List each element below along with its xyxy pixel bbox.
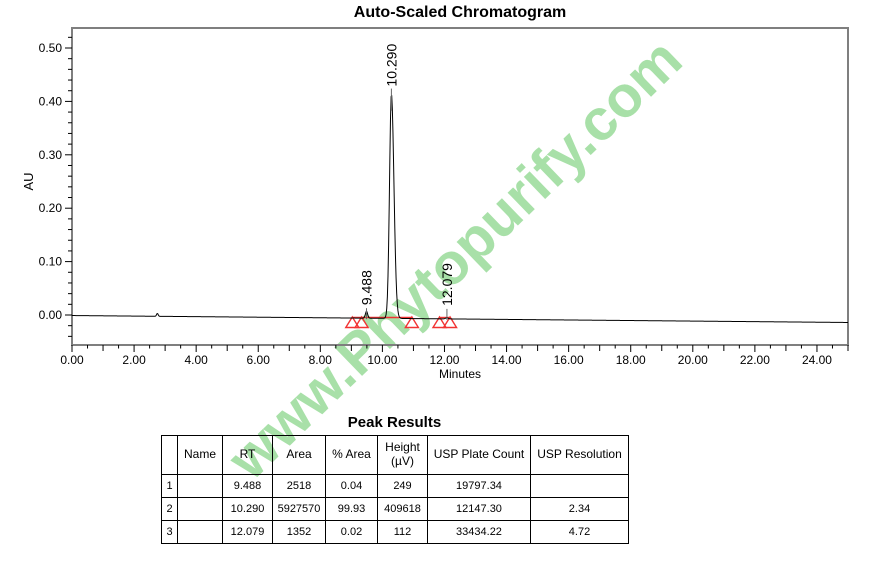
table-cell: 1352 [272, 520, 326, 544]
svg-text:2.00: 2.00 [122, 353, 146, 367]
column-header: Name [177, 435, 223, 475]
column-header: USP Plate Count [427, 435, 531, 475]
svg-text:4.00: 4.00 [184, 353, 208, 367]
table-cell [530, 474, 629, 498]
table-cell: 12.079 [222, 520, 273, 544]
table-cell: 3 [161, 520, 178, 544]
svg-text:8.00: 8.00 [309, 353, 333, 367]
table-header-row: Name RT Area% Area Height (µV) USP Plate Cou… [161, 435, 629, 475]
column-header: % Area [325, 435, 378, 475]
table-cell: 2.34 [530, 497, 629, 521]
y-axis-label: AU [21, 172, 36, 190]
column-header: Height (µV) [377, 435, 428, 475]
table-cell: 0.02 [325, 520, 378, 544]
table-row: 1 9.488 2518 0.04 249 19797.34 [161, 474, 629, 498]
table-cell: 2518 [272, 474, 326, 498]
column-header: Area [272, 435, 326, 475]
table-cell: 19797.34 [427, 474, 531, 498]
svg-text:20.00: 20.00 [678, 353, 708, 367]
svg-text:0.40: 0.40 [39, 94, 63, 108]
table-title: Peak Results [347, 414, 442, 431]
table-cell: 10.290 [222, 497, 273, 521]
svg-text:22.00: 22.00 [740, 353, 770, 367]
svg-text:0.00: 0.00 [39, 308, 63, 322]
x-axis-label: Minutes [439, 367, 481, 381]
peak-labels: 9.488 10.290 12.079 [359, 44, 455, 320]
peak-boundary-triangle-icon [404, 315, 420, 329]
table-row: 3 12.079 1352 0.02 112 33434.22 4.72 [161, 520, 629, 544]
table-cell: 112 [377, 520, 428, 544]
table-cell: 2 [161, 497, 178, 521]
svg-text:0.10: 0.10 [39, 255, 63, 269]
peak-results-table: Name RT Area% Area Height (µV) USP Plate Cou… [161, 435, 629, 544]
svg-text:0.00: 0.00 [60, 353, 84, 367]
table-cell: 9.488 [222, 474, 273, 498]
peak-boundary-triangle-icon [353, 315, 370, 329]
integration-markers [344, 315, 458, 329]
y-axis: 0.00 0.10 0.20 0.30 0.40 0.50 AU [21, 36, 72, 337]
peak-boundary-triangle-icon [431, 315, 448, 329]
table-cell: 409618 [377, 497, 428, 521]
peak-results-section: Peak Results Name RT Area% Area Height (µV)… [161, 414, 629, 544]
peak-rt-label: 9.488 [359, 270, 375, 305]
svg-text:10.00: 10.00 [367, 353, 397, 367]
svg-text:18.00: 18.00 [616, 353, 646, 367]
table-cell: 99.93 [325, 497, 378, 521]
svg-text:16.00: 16.00 [554, 353, 584, 367]
table-row: 2 10.290 5927570 99.93 409618 12147.30 2.34 [161, 497, 629, 521]
svg-text:0.20: 0.20 [39, 201, 63, 215]
table-cell: 33434.22 [427, 520, 531, 544]
table-cell: 249 [377, 474, 428, 498]
column-header [161, 435, 178, 475]
table-cell [177, 474, 223, 498]
table-cell: 5927570 [272, 497, 326, 521]
table-cell [177, 497, 223, 521]
chromatogram-trace [71, 95, 849, 323]
column-header: USP Resolution [530, 435, 629, 475]
svg-text:0.30: 0.30 [39, 148, 63, 162]
svg-text:24.00: 24.00 [802, 353, 832, 367]
peak-rt-label: 12.079 [439, 263, 455, 306]
x-axis: 0.00 2.00 4.00 6.00 8.00 10.00 12.00 14.00 16.00… [60, 345, 849, 381]
table-cell: 0.04 [325, 474, 378, 498]
svg-text:6.00: 6.00 [247, 353, 271, 367]
svg-text:0.50: 0.50 [39, 41, 63, 55]
chromatogram-plot: Auto-Scaled Chromatogram 0.00 2.00 4.00 6.00… [21, 4, 849, 381]
chart-title: Auto-Scaled Chromatogram [354, 4, 566, 21]
table-cell [177, 520, 223, 544]
svg-text:12.00: 12.00 [429, 353, 459, 367]
table-cell: 1 [161, 474, 178, 498]
peak-boundary-triangle-icon [344, 315, 361, 329]
peak-boundary-triangle-icon [442, 315, 458, 329]
plot-frame [71, 27, 849, 346]
svg-text:14.00: 14.00 [492, 353, 522, 367]
table-cell: 4.72 [530, 520, 629, 544]
peak-rt-label: 10.290 [383, 44, 399, 87]
column-header: RT [222, 435, 273, 475]
table-cell: 12147.30 [427, 497, 531, 521]
